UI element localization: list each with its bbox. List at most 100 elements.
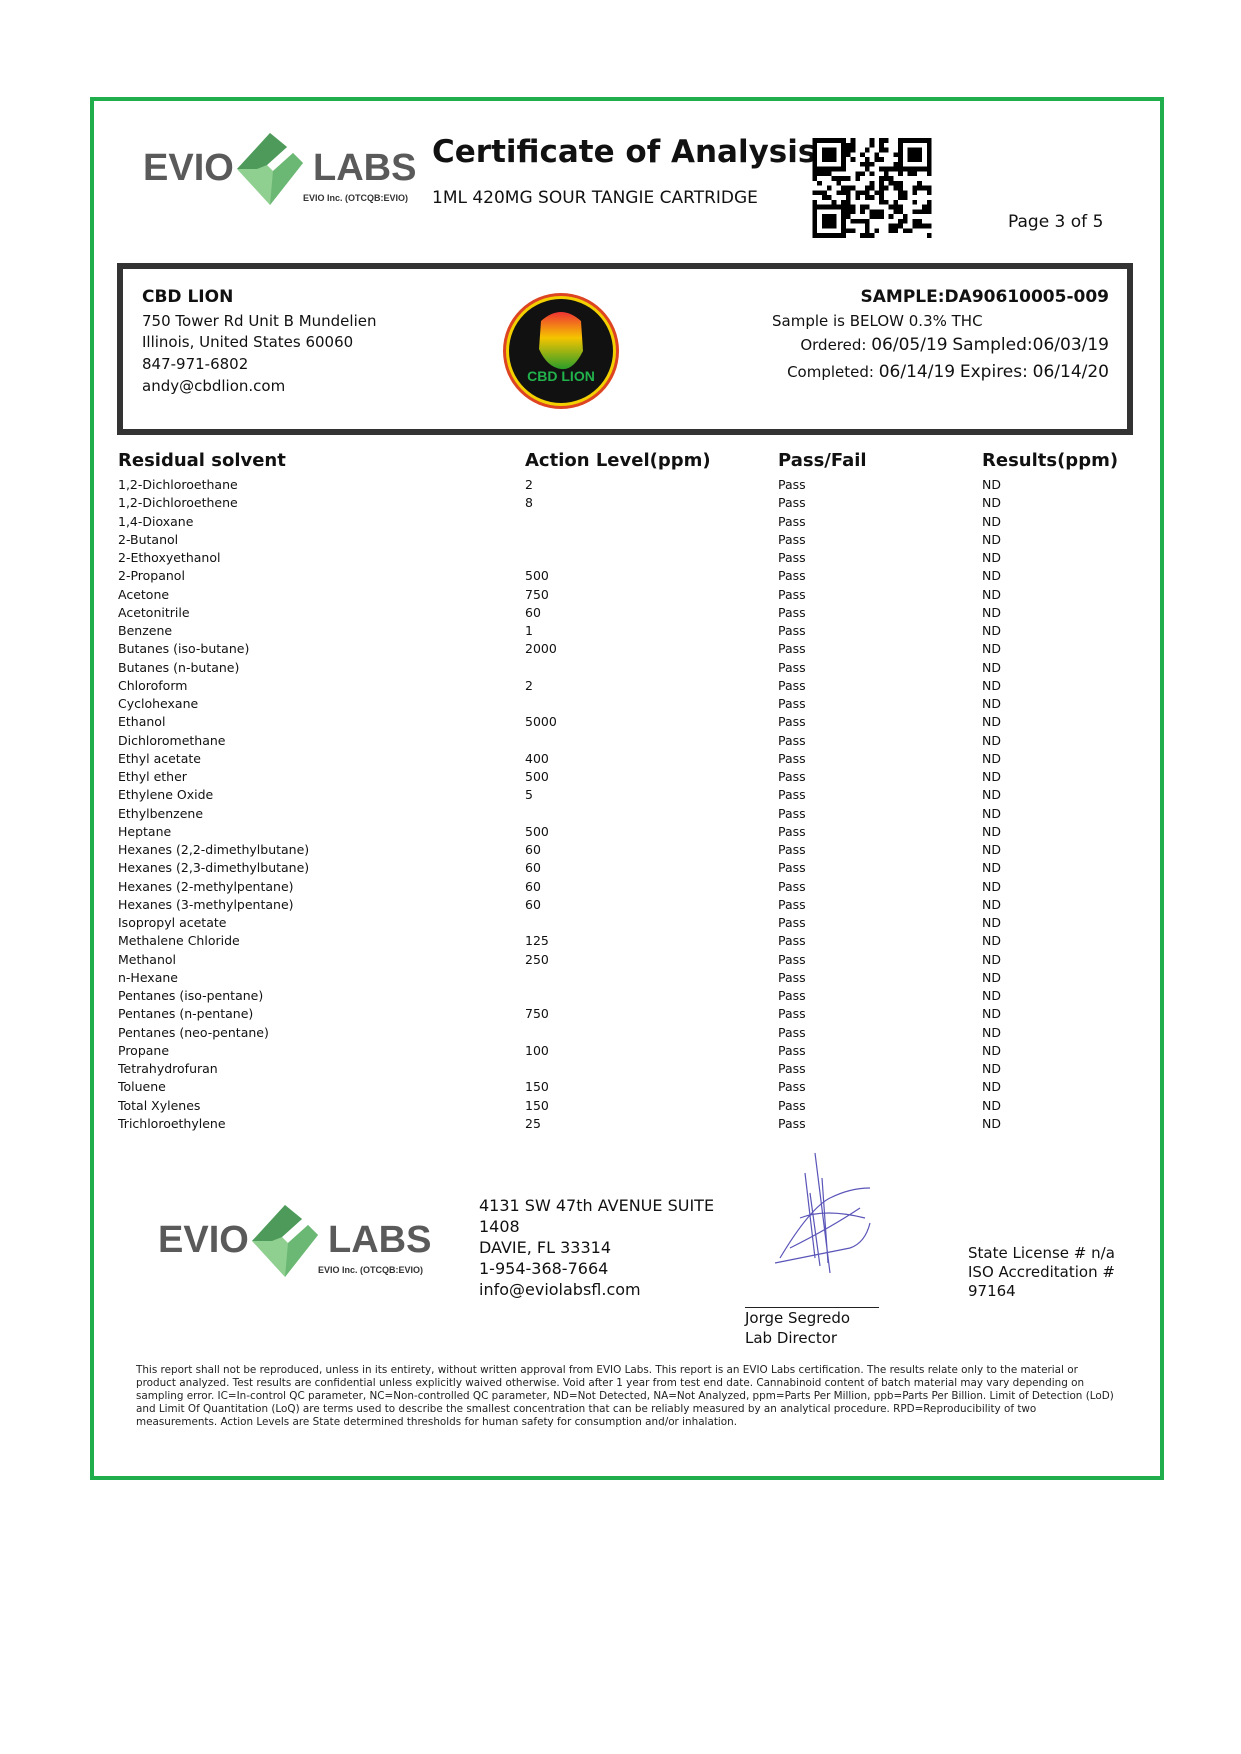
solvent-name: Isopropyl acetate: [118, 915, 227, 930]
lab-address-line2: 1408: [479, 1217, 520, 1236]
action-level: 500: [525, 568, 549, 584]
logo-subtext: EVIO Inc. (OTCQB:EVIO): [303, 193, 409, 203]
pass-fail: Pass: [778, 1115, 806, 1131]
result: ND: [982, 696, 1001, 711]
result: ND: [982, 714, 1001, 730]
action-level: 2: [525, 677, 533, 693]
pass-fail: Pass: [778, 477, 806, 492]
result: ND: [982, 805, 1001, 821]
footer-evio-labs-logo: EVIO LABS EVIO Inc. (OTCQB:EVIO): [158, 1205, 433, 1280]
lab-address-line1: 4131 SW 47th AVENUE SUITE: [479, 1196, 715, 1215]
solvent-name: Acetonitrile: [118, 604, 190, 620]
completed-date: 06/14/19: [878, 362, 956, 382]
solvent-name: Propane: [118, 1042, 170, 1058]
result: ND: [982, 531, 1001, 547]
result: ND: [982, 787, 1001, 803]
action-level: 5000: [525, 714, 557, 730]
pass-fail: Pass: [778, 988, 806, 1003]
column-header-results: Results(ppm): [982, 450, 1119, 471]
solvent-name: Hexanes (2-methylpentane): [118, 878, 294, 894]
pass-fail: Pass: [778, 513, 806, 529]
action-level: 150: [525, 1097, 549, 1113]
solvent-name: Methanol: [118, 951, 177, 967]
result: ND: [982, 915, 1001, 930]
solvent-name: Ethylbenzene: [118, 805, 204, 821]
action-level: 500: [525, 769, 549, 784]
pass-fail: Pass: [778, 1061, 806, 1076]
signer-name: Jorge Segredo: [745, 1309, 851, 1327]
solvent-name: Cyclohexane: [118, 696, 199, 711]
pass-fail: Pass: [778, 550, 806, 565]
iso-accreditation-label: ISO Accreditation #: [968, 1263, 1115, 1281]
column-header-action-level: Action Level(ppm): [525, 450, 711, 471]
client-address-line1: 750 Tower Rd Unit B Mundelien: [142, 312, 377, 330]
action-level: 2: [525, 477, 533, 492]
sampled-date: 06/03/19: [1032, 335, 1109, 355]
solvent-name: 1,2-Dichloroethene: [118, 495, 238, 511]
result: ND: [982, 1097, 1001, 1113]
pass-fail: Pass: [778, 1042, 806, 1058]
solvent-name: Toluene: [118, 1079, 166, 1095]
pass-fail: Pass: [778, 495, 806, 511]
result: ND: [982, 1061, 1001, 1076]
result: ND: [982, 951, 1001, 967]
solvent-name: Acetone: [118, 586, 170, 602]
column-header-pass-fail: Pass/Fail: [778, 450, 867, 471]
action-level: 8: [525, 495, 533, 511]
result: ND: [982, 750, 1001, 766]
result: ND: [982, 842, 1001, 857]
result: ND: [982, 623, 1001, 638]
solvent-name: Hexanes (2,3-dimethylbutane): [118, 860, 310, 876]
result: ND: [982, 933, 1001, 949]
solvent-name: Benzene: [118, 623, 173, 638]
action-level: 60: [525, 896, 541, 912]
solvent-name: Butanes (n-butane): [118, 659, 240, 675]
solvent-name: 2-Propanol: [118, 568, 185, 584]
solvent-name: Chloroform: [118, 677, 188, 693]
solvent-name: Trichloroethylene: [118, 1115, 226, 1131]
result: ND: [982, 513, 1001, 529]
page-border: [90, 97, 1164, 1480]
action-level: 25: [525, 1115, 541, 1131]
client-logo: CBD LION: [503, 293, 619, 409]
solvent-name: n-Hexane: [118, 969, 178, 985]
product-name: 1ML 420MG SOUR TANGIE CARTRIDGE: [432, 188, 758, 208]
client-phone: 847-971-6802: [142, 355, 249, 373]
solvent-name: Dichloromethane: [118, 732, 226, 748]
action-level: 500: [525, 823, 549, 839]
logo-word-labs: LABS: [313, 147, 417, 189]
completed-label: Completed:: [787, 363, 874, 381]
result: ND: [982, 677, 1001, 693]
pass-fail: Pass: [778, 623, 806, 638]
result: ND: [982, 1042, 1001, 1058]
evio-labs-logo: EVIO LABS EVIO Inc. (OTCQB:EVIO): [143, 133, 418, 208]
document-title: Certificate of Analysis: [432, 134, 817, 170]
solvent-name: Hexanes (3-methylpentane): [118, 896, 294, 912]
action-level: 5: [525, 787, 533, 803]
solvent-name: Ethyl ether: [118, 769, 187, 784]
solvent-name: 2-Butanol: [118, 531, 179, 547]
action-level: 150: [525, 1079, 549, 1095]
pass-fail: Pass: [778, 933, 806, 949]
result: ND: [982, 988, 1001, 1003]
ordered-label: Ordered:: [800, 336, 867, 354]
result: ND: [982, 969, 1001, 985]
action-level: 60: [525, 878, 541, 894]
pass-fail: Pass: [778, 878, 806, 894]
sample-dates-row2: Completed: 06/14/19 Expires: 06/14/20: [787, 362, 1109, 382]
logo-word-labs: LABS: [328, 1219, 432, 1261]
thc-status: Sample is BELOW 0.3% THC: [772, 312, 983, 330]
pass-fail: Pass: [778, 659, 806, 675]
logo-mark-icon: [252, 1205, 318, 1277]
logo-word-evio: EVIO: [143, 147, 234, 189]
sample-id: SAMPLE:DA90610005-009: [860, 287, 1109, 307]
action-level: 60: [525, 604, 541, 620]
solvent-name: 1,4-Dioxane: [118, 513, 194, 529]
action-level: 100: [525, 1042, 549, 1058]
client-info-box: [117, 263, 1133, 435]
logo-subtext: EVIO Inc. (OTCQB:EVIO): [318, 1265, 424, 1275]
pass-fail: Pass: [778, 860, 806, 876]
column-header-solvent: Residual solvent: [118, 450, 286, 471]
solvent-name: Heptane: [118, 823, 172, 839]
solvent-name: Pentanes (n-pentane): [118, 1006, 254, 1022]
